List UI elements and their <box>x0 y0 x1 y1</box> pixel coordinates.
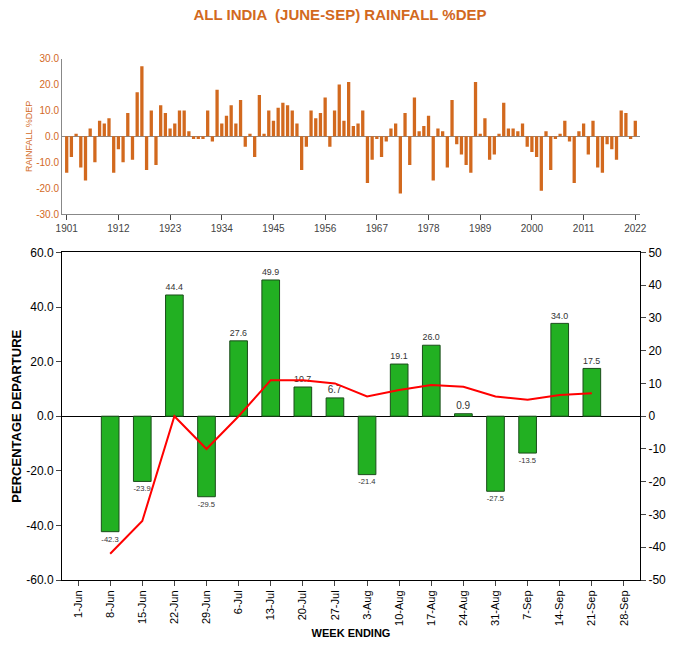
svg-text:0: 0 <box>648 409 655 423</box>
svg-text:19.1: 19.1 <box>390 351 407 361</box>
svg-text:1967: 1967 <box>366 223 389 234</box>
svg-text:26.0: 26.0 <box>422 332 439 342</box>
svg-text:3-Aug: 3-Aug <box>361 590 373 619</box>
svg-text:-40: -40 <box>648 540 666 554</box>
svg-text:-27.5: -27.5 <box>487 494 504 503</box>
svg-text:20.0: 20.0 <box>40 79 60 90</box>
svg-text:14-Sep: 14-Sep <box>553 590 565 625</box>
svg-text:6.7: 6.7 <box>328 384 342 395</box>
svg-text:20.0: 20.0 <box>30 355 54 369</box>
svg-text:27.6: 27.6 <box>230 328 247 338</box>
svg-text:-20.0: -20.0 <box>26 464 54 478</box>
svg-text:27-Jul: 27-Jul <box>329 590 341 620</box>
svg-text:2000: 2000 <box>521 223 544 234</box>
svg-text:ALL INDIA (JUNE-SEP) RAINFALL: ALL INDIA (JUNE-SEP) RAINFALL %DEP <box>193 6 486 23</box>
svg-text:17.5: 17.5 <box>583 356 600 366</box>
svg-text:-29.5: -29.5 <box>198 500 215 509</box>
svg-text:15-Jun: 15-Jun <box>136 590 148 624</box>
svg-text:1901: 1901 <box>56 223 79 234</box>
svg-text:RAINFALL %DEP: RAINFALL %DEP <box>24 101 34 172</box>
svg-text:1945: 1945 <box>262 223 285 234</box>
svg-text:29-Jun: 29-Jun <box>200 590 212 624</box>
svg-text:0.0: 0.0 <box>45 131 59 142</box>
svg-text:1923: 1923 <box>159 223 182 234</box>
svg-text:34.0: 34.0 <box>551 311 568 321</box>
svg-text:10: 10 <box>648 377 662 391</box>
svg-text:24-Aug: 24-Aug <box>457 590 469 625</box>
svg-text:1934: 1934 <box>211 223 234 234</box>
svg-text:13-Jul: 13-Jul <box>264 590 276 620</box>
svg-text:1978: 1978 <box>417 223 440 234</box>
svg-text:1956: 1956 <box>314 223 337 234</box>
svg-text:-60.0: -60.0 <box>26 573 54 587</box>
svg-text:1912: 1912 <box>107 223 130 234</box>
svg-text:-10.0: -10.0 <box>36 157 59 168</box>
svg-text:0.9: 0.9 <box>456 400 470 411</box>
svg-text:-20.0: -20.0 <box>36 183 59 194</box>
svg-text:-40.0: -40.0 <box>26 519 54 533</box>
svg-text:PERCENTAGE DEPARTURE: PERCENTAGE DEPARTURE <box>9 329 24 502</box>
svg-text:0.0: 0.0 <box>37 409 54 423</box>
svg-text:21-Sep: 21-Sep <box>585 590 597 625</box>
svg-text:10.7: 10.7 <box>294 374 311 384</box>
svg-text:60.0: 60.0 <box>30 246 54 260</box>
svg-text:-20: -20 <box>648 475 666 489</box>
svg-text:-30: -30 <box>648 508 666 522</box>
svg-text:2022: 2022 <box>624 223 647 234</box>
svg-text:28-Sep: 28-Sep <box>618 590 630 625</box>
svg-text:-42.3: -42.3 <box>101 535 118 544</box>
svg-text:7-Sep: 7-Sep <box>521 590 533 619</box>
svg-text:17-Aug: 17-Aug <box>425 590 437 625</box>
svg-text:31-Aug: 31-Aug <box>489 590 501 625</box>
svg-text:-21.4: -21.4 <box>358 477 375 486</box>
svg-text:40.0: 40.0 <box>30 300 54 314</box>
svg-text:30.0: 30.0 <box>40 53 60 64</box>
svg-text:6-Jul: 6-Jul <box>232 590 244 614</box>
svg-text:-50: -50 <box>648 573 666 587</box>
svg-text:WEEK ENDING: WEEK ENDING <box>312 627 391 639</box>
svg-text:-13.5: -13.5 <box>519 456 536 465</box>
svg-text:-10: -10 <box>648 442 666 456</box>
svg-text:10.0: 10.0 <box>40 105 60 116</box>
svg-text:10-Aug: 10-Aug <box>393 590 405 625</box>
svg-text:-30.0: -30.0 <box>36 209 59 220</box>
svg-text:2011: 2011 <box>573 223 595 234</box>
svg-text:30: 30 <box>648 311 662 325</box>
svg-text:22-Jun: 22-Jun <box>168 590 180 624</box>
svg-text:-23.9: -23.9 <box>133 484 150 493</box>
svg-text:44.4: 44.4 <box>166 282 183 292</box>
svg-text:1-Jun: 1-Jun <box>72 590 84 618</box>
svg-text:20-Jul: 20-Jul <box>296 590 308 620</box>
svg-text:50: 50 <box>648 246 662 260</box>
svg-text:1989: 1989 <box>469 223 492 234</box>
svg-text:8-Jun: 8-Jun <box>104 590 116 618</box>
svg-text:40: 40 <box>648 278 662 292</box>
svg-text:49.9: 49.9 <box>262 267 279 277</box>
svg-text:20: 20 <box>648 344 662 358</box>
